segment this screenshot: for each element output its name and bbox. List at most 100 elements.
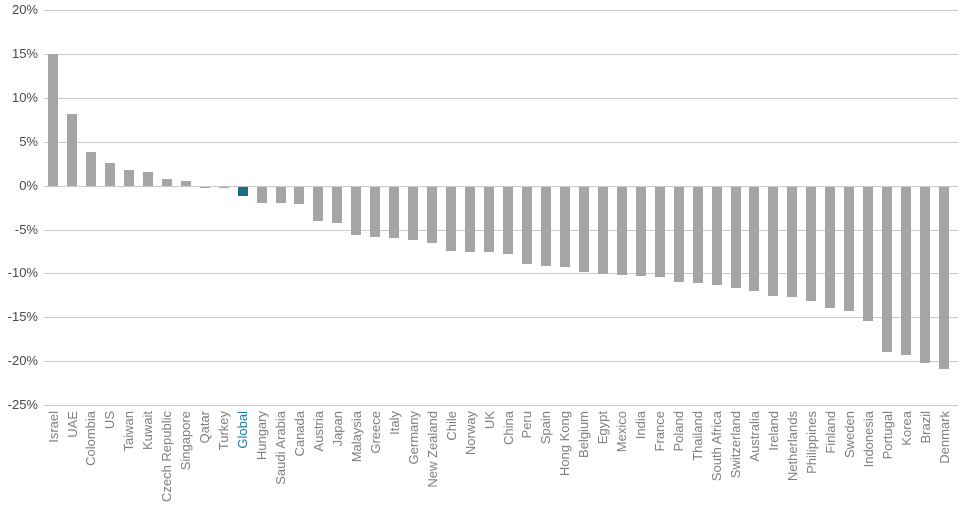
bar-qatar [199, 186, 210, 189]
gridline--10% [44, 273, 958, 275]
bar-hungary [256, 186, 267, 204]
bar-new-zealand [427, 186, 438, 243]
x-axis-label-israel: Israel [45, 411, 61, 443]
bar-indonesia [863, 186, 874, 321]
y-axis-tick-label: 20% [11, 2, 38, 17]
x-axis-label-new-zealand: New Zealand [424, 411, 440, 488]
bar-italy [389, 186, 400, 239]
x-axis-label-czech-republic: Czech Republic [159, 411, 175, 503]
x-axis-label-france: France [652, 411, 668, 452]
bar-singapore [180, 181, 191, 186]
x-axis-label-kuwait: Kuwait [140, 411, 156, 451]
bar-mexico [616, 186, 627, 276]
bar-portugal [882, 186, 893, 352]
bar-malaysia [351, 186, 362, 235]
bar-japan [332, 186, 343, 223]
x-axis-label-sweden: Sweden [841, 411, 857, 458]
x-axis-label-hungary: Hungary [254, 411, 269, 461]
bar-uae [67, 113, 77, 186]
gridline--5% [44, 229, 958, 231]
bar-taiwan [123, 169, 134, 186]
x-axis-label-poland: Poland [671, 411, 687, 452]
bar-finland [825, 186, 836, 308]
x-axis-label-spain: Spain [538, 411, 554, 445]
x-axis-label-indonesia: Indonesia [860, 411, 876, 468]
x-axis-label-uk: UK [481, 411, 497, 430]
y-axis-tick-label: 10% [11, 89, 38, 105]
gridline-20% [44, 10, 958, 11]
x-axis-label-saudi-arabia: Saudi Arabia [273, 411, 288, 485]
gridline-10% [44, 97, 958, 99]
x-axis-label-south-africa: South Africa [709, 411, 724, 482]
bar-switzerland [730, 186, 741, 289]
x-axis-label-egypt: Egypt [595, 411, 611, 445]
x-axis-label-china: China [500, 411, 516, 445]
y-axis-tick-label: -10% [7, 265, 38, 281]
x-axis-label-colombia: Colombia [83, 411, 99, 466]
x-axis-label-austria: Austria [310, 411, 326, 452]
x-axis-label-japan: Japan [329, 411, 345, 447]
bar-hong-kong [559, 186, 570, 268]
bar-canada [294, 186, 305, 205]
bar-france [654, 186, 665, 277]
bar-colombia [85, 152, 96, 186]
y-axis-tick-label: 5% [19, 133, 38, 149]
bar-greece [370, 186, 381, 238]
x-axis-label-brazil: Brazil [917, 411, 933, 444]
bar-saudi-arabia [275, 186, 286, 204]
x-axis-label-taiwan: Taiwan [121, 411, 137, 452]
bar-belgium [578, 186, 589, 272]
y-axis-tick-label: -5% [14, 221, 38, 237]
bar-us [104, 162, 115, 186]
x-axis-label-canada: Canada [291, 411, 307, 457]
bar-global [237, 186, 248, 197]
y-axis-tick-label: -25% [7, 397, 38, 413]
bar-brazil [920, 186, 930, 364]
x-axis-label-india: India [633, 411, 649, 440]
bar-austria [313, 186, 324, 221]
x-axis-label-germany: Germany [405, 411, 421, 465]
y-axis-tick-label: -20% [7, 353, 38, 369]
x-axis-label-switzerland: Switzerland [728, 411, 743, 479]
x-axis-label-thailand: Thailand [690, 411, 705, 461]
bar-israel [48, 53, 58, 186]
bar-turkey [218, 186, 229, 189]
bar-norway [465, 186, 476, 252]
x-axis-label-portugal: Portugal [879, 411, 895, 460]
bar-chile [446, 186, 457, 251]
x-axis-label-belgium: Belgium [576, 411, 592, 458]
gridline--20% [44, 361, 958, 363]
x-axis-label-us: US [102, 411, 118, 430]
bar-czech-republic [161, 178, 172, 186]
x-axis-label-mexico: Mexico [614, 411, 630, 453]
x-axis-label-peru: Peru [519, 411, 535, 439]
gridline-5% [44, 141, 958, 143]
x-axis-label-uae: UAE [64, 411, 80, 438]
x-axis-label-malaysia: Malaysia [348, 411, 364, 463]
x-axis-label-singapore: Singapore [178, 411, 194, 471]
y-axis-tick-label: 0% [19, 177, 38, 193]
x-axis-label-netherlands: Netherlands [784, 411, 800, 482]
x-axis-label-hong-kong: Hong Kong [557, 411, 573, 477]
bar-thailand [692, 186, 703, 284]
bar-egypt [597, 186, 608, 275]
y-axis-tick-label: 15% [11, 45, 38, 61]
x-axis-label-korea: Korea [898, 411, 914, 446]
x-axis-label-qatar: Qatar [197, 411, 213, 444]
x-axis-label-italy: Italy [386, 411, 402, 435]
bar-sweden [844, 186, 855, 312]
x-axis-label-greece: Greece [367, 411, 383, 454]
bar-kuwait [142, 172, 153, 186]
bar-australia [749, 186, 760, 292]
gridline--15% [44, 317, 958, 319]
x-axis-label-australia: Australia [746, 411, 762, 462]
gridline-15% [44, 53, 958, 55]
bar-korea [901, 186, 912, 356]
bar-denmark [939, 186, 949, 370]
x-axis-label-finland: Finland [822, 411, 838, 454]
x-axis-label-turkey: Turkey [216, 411, 232, 451]
x-axis-label-denmark: Denmark [936, 411, 952, 464]
x-axis-label-ireland: Ireland [765, 411, 781, 451]
x-axis-label-chile: Chile [443, 411, 459, 441]
